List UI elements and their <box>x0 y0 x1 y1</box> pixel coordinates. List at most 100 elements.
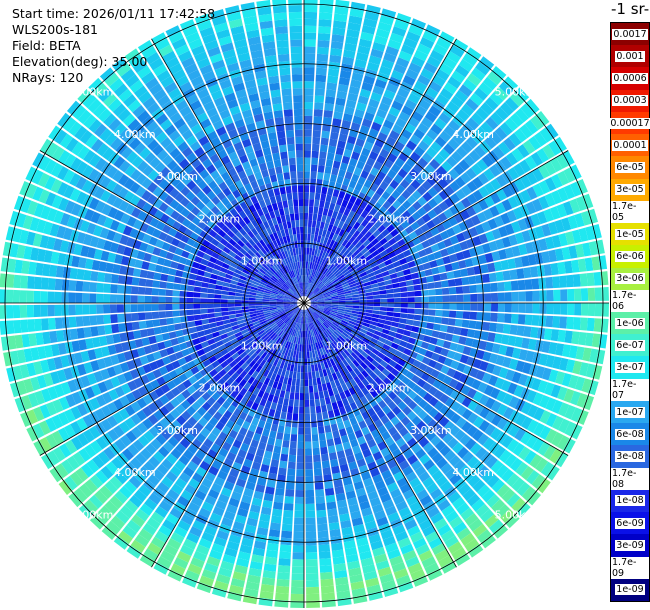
range-gate-cell <box>293 364 298 372</box>
range-gate-cell <box>555 371 566 385</box>
range-gate-cell <box>304 413 311 421</box>
range-gate-cell <box>186 285 195 292</box>
range-gate-cell <box>484 182 496 195</box>
range-gate-cell <box>368 225 377 234</box>
range-gate-cell <box>490 400 502 413</box>
range-gate-cell <box>311 336 315 344</box>
range-gate-cell <box>301 323 303 331</box>
range-gate-cell <box>316 516 328 525</box>
range-gate-cell <box>329 247 335 255</box>
range-gate-cell <box>340 265 347 273</box>
range-gate-cell <box>444 420 455 432</box>
range-gate-cell <box>319 325 325 332</box>
range-gate-cell <box>247 474 258 484</box>
range-gate-cell <box>318 355 324 364</box>
range-gate-cell <box>274 494 284 503</box>
range-gate-cell <box>295 378 301 387</box>
range-gate-cell <box>412 359 422 369</box>
range-gate-cell <box>449 253 458 263</box>
range-gate-cell <box>314 227 320 236</box>
range-gate-cell <box>324 346 330 354</box>
range-gate-cell <box>391 26 407 37</box>
range-gate-cell <box>336 499 348 509</box>
range-gate-cell <box>320 285 327 291</box>
range-gate-cell <box>412 237 421 246</box>
range-gate-cell <box>423 403 434 414</box>
range-gate-cell <box>90 326 99 337</box>
range-gate-cell <box>310 406 316 414</box>
range-gate-cell <box>326 82 338 91</box>
range-gate-cell <box>320 578 334 587</box>
range-gate-cell <box>364 204 373 213</box>
range-gate-cell <box>348 280 356 286</box>
range-gate-cell <box>334 6 349 16</box>
range-gate-cell <box>521 230 532 243</box>
range-gate-cell <box>313 109 323 117</box>
range-gate-cell <box>333 563 347 572</box>
range-gate-cell <box>452 442 464 454</box>
range-gate-cell <box>354 451 364 461</box>
range-gate-cell <box>234 514 247 524</box>
range-gate-cell <box>361 25 376 35</box>
range-gate-cell <box>541 367 552 381</box>
range-gate-cell <box>308 307 314 314</box>
range-gate-cell <box>479 406 491 419</box>
range-gate-cell <box>338 169 346 178</box>
range-gate-cell <box>315 310 322 316</box>
range-gate-cell <box>517 218 528 231</box>
range-gate-cell <box>295 483 304 491</box>
range-gate-cell <box>352 339 361 347</box>
range-gate-cell <box>551 432 564 447</box>
range-gate-cell <box>390 228 399 238</box>
range-gate-cell <box>321 243 326 252</box>
range-gate-cell <box>372 41 386 52</box>
range-gate-cell <box>436 240 446 250</box>
range-gate-cell <box>361 378 370 387</box>
range-gate-cell <box>368 151 379 161</box>
range-gate-cell <box>314 263 319 271</box>
range-gate-cell <box>415 513 429 525</box>
range-gate-cell <box>110 274 119 284</box>
range-gate-cell <box>420 68 435 80</box>
range-gate-cell <box>508 234 518 246</box>
range-gate-cell <box>329 239 336 248</box>
range-gate-cell <box>311 248 316 256</box>
range-gate-cell <box>572 360 582 375</box>
range-gate-cell <box>366 584 382 595</box>
range-gate-cell <box>389 555 404 567</box>
range-gate-cell <box>552 316 561 328</box>
range-gate-cell <box>311 420 318 428</box>
range-gate-cell <box>347 322 355 328</box>
range-gate-cell <box>388 347 397 355</box>
range-gate-cell <box>416 489 429 501</box>
range-gate-cell <box>557 435 570 451</box>
range-gate-cell <box>378 215 387 225</box>
range-gate-cell <box>321 251 327 259</box>
range-gate-cell <box>578 331 587 346</box>
range-gate-cell <box>517 314 526 325</box>
range-gate-cell <box>546 303 554 315</box>
range-gate-cell <box>385 542 399 553</box>
range-gate-cell <box>427 418 438 430</box>
range-gate-cell <box>277 474 286 483</box>
range-gate-cell <box>220 294 229 300</box>
range-gate-cell <box>565 274 574 288</box>
range-gate-cell <box>465 136 478 149</box>
range-gate-cell <box>494 86 509 101</box>
range-gate-cell <box>402 549 417 562</box>
range-gate-cell <box>326 352 333 360</box>
range-gate-cell <box>481 489 496 503</box>
range-gate-cell <box>283 362 288 370</box>
range-gate-cell <box>208 317 216 324</box>
range-gate-cell <box>408 168 420 179</box>
range-gate-cell <box>362 513 375 524</box>
range-gate-cell <box>309 315 313 323</box>
range-gate-cell <box>588 380 599 396</box>
range-gate-cell <box>180 316 188 323</box>
range-gate-cell <box>370 320 378 327</box>
range-gate-cell <box>312 321 317 329</box>
range-gate-cell <box>443 143 455 155</box>
range-gate-cell <box>585 363 596 379</box>
range-gate-cell <box>378 285 387 291</box>
range-gate-cell <box>475 126 489 140</box>
